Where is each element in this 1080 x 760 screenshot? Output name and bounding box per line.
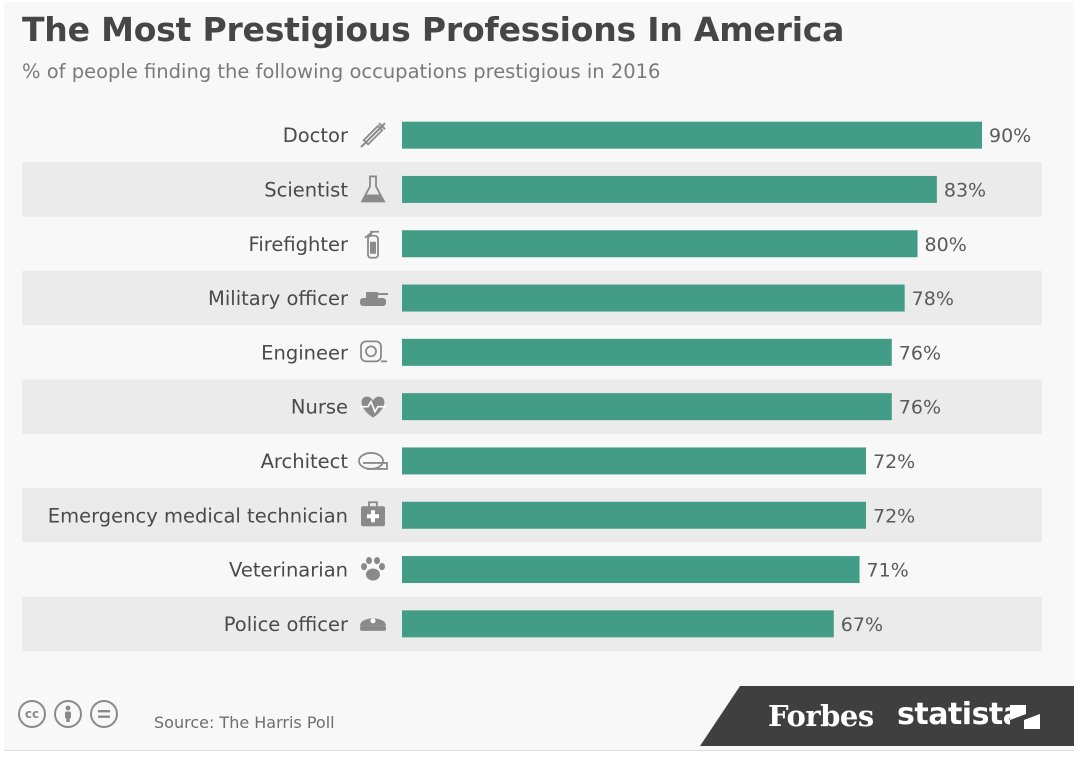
value-label: 90% [989,125,1031,147]
brand-band-shape [700,686,1074,746]
category-label: Veterinarian [229,559,348,582]
heartbeat-icon [360,396,386,418]
bar-6 [402,447,866,475]
category-label: Police officer [224,613,349,636]
bar-8 [402,556,860,584]
value-label: 71% [867,560,909,582]
value-label: 78% [912,288,954,310]
category-label: Scientist [264,178,348,201]
value-label: 72% [873,451,915,473]
value-label: 80% [925,234,967,256]
by-icon [54,700,82,728]
statista-mark-icon [1010,705,1040,729]
category-label: Engineer [261,341,349,364]
tape-measure-icon [360,340,387,363]
bar-9 [402,610,834,638]
category-label: Nurse [291,396,348,419]
first-aid-kit-icon [361,501,385,527]
bar-4 [402,338,892,366]
value-label: 72% [873,505,915,527]
chart-subtitle: % of people finding the following occupa… [22,60,661,83]
category-label: Military officer [208,287,349,310]
flask-icon [360,175,386,203]
category-label: Firefighter [249,233,349,256]
bar-3 [402,284,905,312]
bar-7 [402,501,866,529]
fire-extinguisher-icon [364,230,379,259]
value-label: 76% [899,397,941,419]
forbes-logo: Forbes [768,699,874,733]
category-label: Architect [261,450,349,473]
police-cap-icon [360,618,386,631]
nd-icon [90,700,118,728]
tank-icon [360,292,388,307]
category-label: Doctor [283,124,349,147]
bar-2 [402,230,918,258]
measuring-tape-icon [358,452,388,470]
bar-1 [402,175,937,203]
value-label: 67% [841,614,883,636]
source-note: Source: The Harris Poll [154,713,335,732]
statista-logo: statista [897,697,1023,732]
bar-0 [402,121,982,149]
syringe-icon [360,122,386,148]
category-label: Emergency medical technician [48,504,348,527]
cc-icon: cc [18,700,46,728]
value-label: 76% [899,342,941,364]
license-icons: cc [18,700,118,728]
value-label: 83% [944,179,986,201]
chart-title: The Most Prestigious Professions In Amer… [22,10,845,49]
bar-5 [402,393,892,421]
paw-icon [361,556,385,581]
